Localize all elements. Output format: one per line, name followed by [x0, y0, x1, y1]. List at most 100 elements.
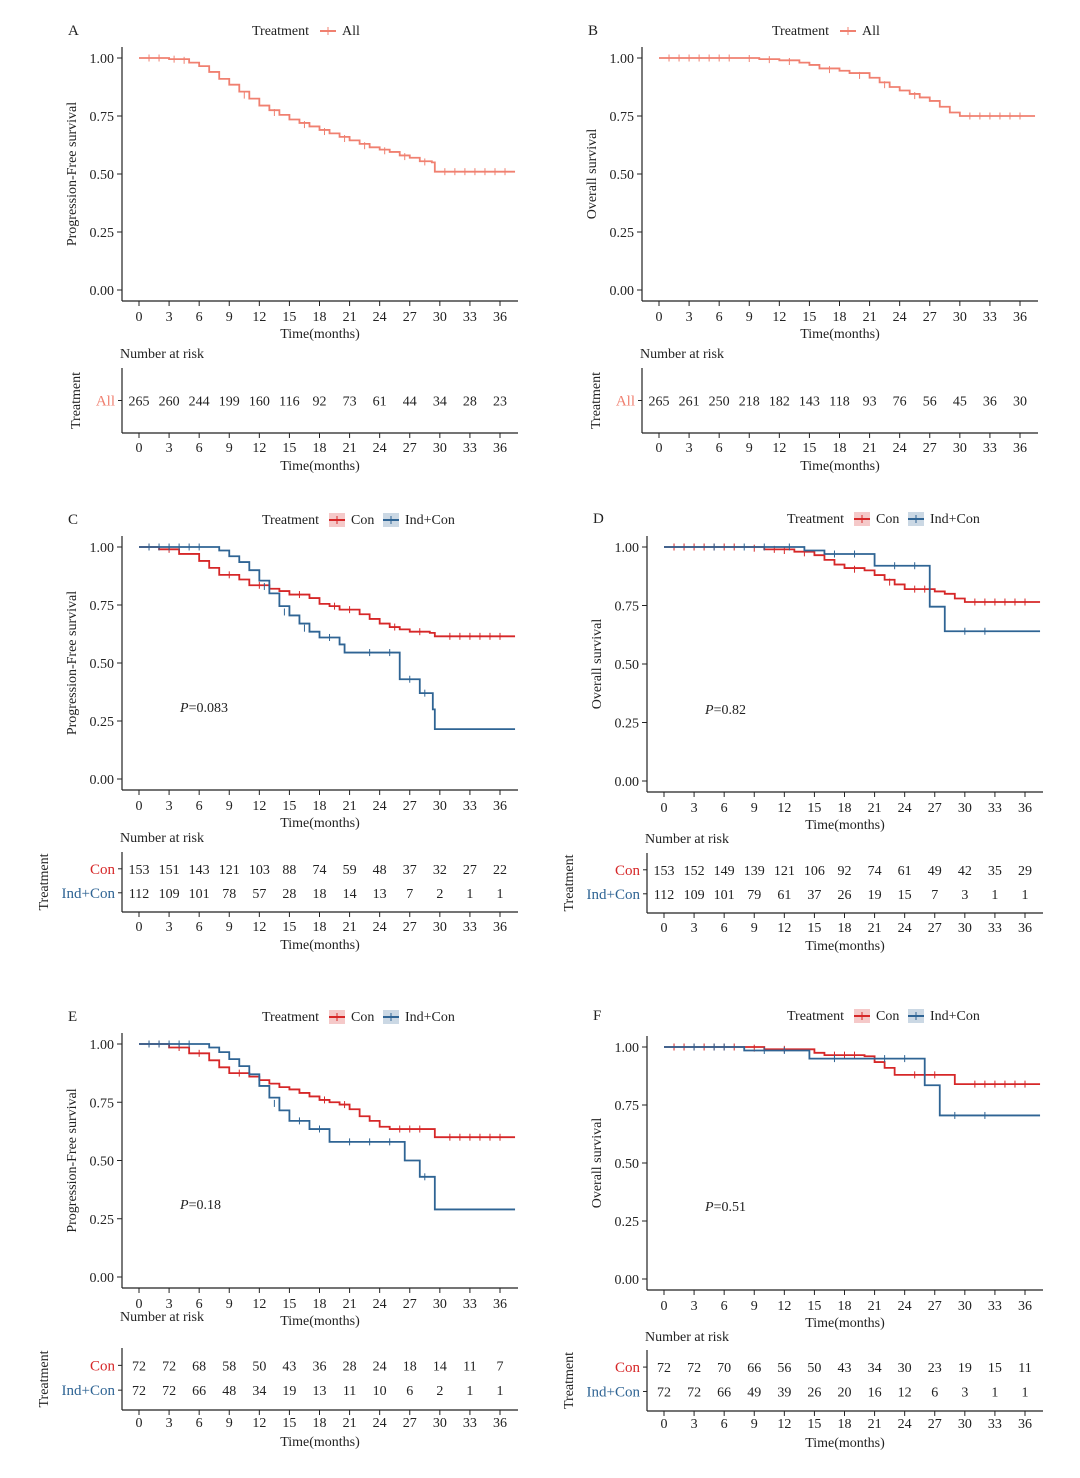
- risk-x-tick-label: 33: [983, 441, 997, 456]
- risk-value: 72: [687, 1361, 701, 1376]
- x-tick-label: 27: [403, 1297, 417, 1312]
- risk-x-tick-label: 12: [772, 441, 786, 456]
- x-tick-label: 0: [661, 801, 668, 816]
- risk-value: 66: [192, 1384, 206, 1399]
- risk-x-tick-label: 12: [777, 921, 791, 936]
- risk-x-tick-label: 36: [1018, 921, 1032, 936]
- x-tick-label: 15: [807, 801, 821, 816]
- risk-x-axis-label: Time(months): [280, 459, 360, 474]
- risk-value: 72: [132, 1384, 146, 1399]
- risk-table-title: Number at risk: [120, 831, 204, 846]
- risk-value: 76: [893, 395, 907, 410]
- x-tick-label: 0: [661, 1299, 668, 1314]
- risk-value: 143: [189, 863, 210, 878]
- risk-value: 72: [132, 1359, 146, 1374]
- risk-value: 66: [747, 1361, 761, 1376]
- risk-value: 43: [838, 1361, 852, 1376]
- legend-entry: Con: [876, 512, 899, 527]
- y-axis-label: Progression-Free survival: [65, 1088, 80, 1232]
- x-tick-label: 3: [166, 1297, 173, 1312]
- risk-value: 160: [249, 395, 270, 410]
- risk-value: 11: [1018, 1361, 1031, 1376]
- risk-row-label: Con: [615, 863, 641, 879]
- legend: Treatment All: [772, 24, 880, 39]
- x-tick-label: 27: [928, 801, 942, 816]
- risk-value: 78: [222, 887, 236, 902]
- risk-value: 72: [657, 1385, 671, 1400]
- x-tick-label: 3: [166, 310, 173, 325]
- risk-x-tick-label: 33: [463, 920, 477, 935]
- risk-value: 260: [159, 395, 180, 410]
- x-tick-label: 21: [868, 1299, 882, 1314]
- risk-x-tick-label: 6: [196, 920, 203, 935]
- risk-x-tick-label: 33: [988, 1417, 1002, 1432]
- risk-value: 88: [282, 863, 296, 878]
- risk-value: 34: [868, 1361, 882, 1376]
- risk-x-tick-label: 3: [166, 920, 173, 935]
- x-tick-label: 9: [746, 310, 753, 325]
- risk-value: 74: [313, 863, 327, 878]
- risk-value: 7: [406, 887, 413, 902]
- risk-table-ylabel: Treatment: [562, 854, 577, 911]
- risk-x-tick-label: 6: [716, 441, 723, 456]
- x-tick-label: 18: [838, 801, 852, 816]
- risk-value: 2: [436, 1384, 443, 1399]
- risk-value: 13: [373, 887, 387, 902]
- x-tick-label: 12: [777, 1299, 791, 1314]
- x-tick-label: 6: [196, 1297, 203, 1312]
- risk-table-title: Number at risk: [120, 347, 204, 362]
- y-tick-label: 0.50: [90, 657, 115, 672]
- panel-e: E Treatment Con Ind+Con 0.00 0.25 0.50 0.75 1.00…: [37, 1009, 518, 1450]
- risk-x-tick-label: 21: [863, 441, 877, 456]
- x-tick-label: 24: [898, 801, 912, 816]
- risk-x-tick-label: 12: [252, 1416, 266, 1431]
- risk-value: 118: [829, 395, 849, 410]
- risk-value: 1: [497, 1384, 504, 1399]
- risk-value: 58: [222, 1359, 236, 1374]
- x-tick-label: 27: [923, 310, 937, 325]
- risk-value: 3: [961, 888, 968, 903]
- risk-value: 34: [433, 395, 447, 410]
- risk-x-tick-label: 27: [923, 441, 937, 456]
- risk-x-tick-label: 0: [136, 441, 143, 456]
- x-tick-label: 15: [282, 799, 296, 814]
- y-tick-label: 1.00: [90, 541, 115, 556]
- risk-x-tick-label: 27: [928, 1417, 942, 1432]
- y-tick-label: 0.25: [610, 226, 635, 241]
- y-tick-label: 0.25: [615, 717, 640, 732]
- risk-value: 49: [928, 864, 942, 879]
- risk-value: 18: [313, 887, 327, 902]
- risk-value: 93: [863, 395, 877, 410]
- risk-value: 121: [774, 864, 795, 879]
- risk-value: 45: [953, 395, 967, 410]
- x-tick-label: 6: [196, 310, 203, 325]
- legend-entry: All: [342, 24, 360, 39]
- y-tick-label: 0.00: [90, 773, 115, 788]
- risk-x-tick-label: 30: [953, 441, 967, 456]
- risk-value: 79: [747, 888, 761, 903]
- risk-x-axis-label: Time(months): [805, 939, 885, 954]
- legend-title: Treatment: [787, 1009, 844, 1024]
- risk-x-tick-label: 6: [721, 921, 728, 936]
- legend: Treatment Con Ind+Con: [787, 512, 980, 527]
- x-tick-label: 30: [433, 799, 447, 814]
- x-tick-label: 30: [958, 1299, 972, 1314]
- panel-label: D: [593, 511, 604, 527]
- x-tick-label: 21: [343, 799, 357, 814]
- risk-value: 2: [436, 887, 443, 902]
- x-tick-label: 0: [136, 1297, 143, 1312]
- y-axis-label: Overall survival: [590, 619, 605, 710]
- risk-value: 57: [252, 887, 266, 902]
- x-tick-label: 21: [343, 310, 357, 325]
- risk-value: 35: [988, 864, 1002, 879]
- risk-value: 13: [313, 1384, 327, 1399]
- panel-d: D Treatment Con Ind+Con 0.00 0.25 0.50 0.75 1.00…: [562, 511, 1043, 954]
- x-tick-label: 24: [373, 1297, 387, 1312]
- risk-x-tick-label: 9: [226, 920, 233, 935]
- risk-x-tick-label: 33: [463, 441, 477, 456]
- x-tick-label: 33: [463, 799, 477, 814]
- x-tick-label: 24: [898, 1299, 912, 1314]
- risk-value: 61: [898, 864, 912, 879]
